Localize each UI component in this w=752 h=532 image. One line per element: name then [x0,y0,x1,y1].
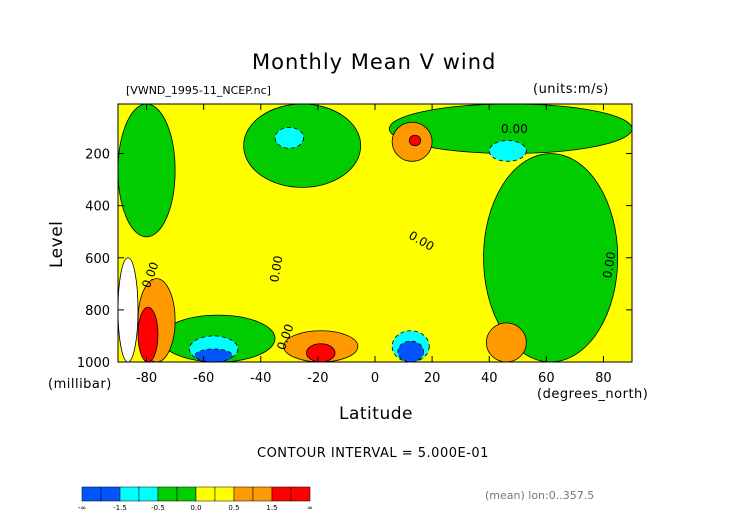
x-tick-label: 60 [538,371,555,386]
contour-region-green [243,104,362,188]
chart-title: Monthly Mean V wind [252,50,497,74]
contour-region-red [137,306,159,362]
x-tick-label: -40 [250,371,271,386]
x-axis-units: (degrees_north) [537,387,649,402]
contour-region-green [118,104,176,238]
contour-region-blue [194,348,233,362]
x-tick-label: -60 [193,371,214,386]
y-tick-label: 1000 [77,356,110,371]
y-axis-units: (millibar) [48,377,112,392]
units-label: (units:m/s) [533,82,609,97]
contour-region-cyan [274,127,305,149]
contour-region-cyan [488,140,527,162]
contour-label-zero: 0.00 [501,122,528,136]
x-tick-label: 40 [481,371,498,386]
y-tick-label: 400 [85,200,110,215]
x-tick-label: 20 [424,371,441,386]
x-axis-title: Latitude [339,404,413,424]
y-tick-label: 600 [85,252,110,267]
contour-region-red [408,134,422,147]
x-tick-label: 0 [371,371,379,386]
contour-region-red [306,343,336,362]
footer-note: (mean) lon:0..357.5 [485,489,595,502]
contour-interval: CONTOUR INTERVAL = 5.000E-01 [257,446,489,461]
y-axis-title: Level [47,220,67,268]
contour-region-blue [397,340,424,362]
x-tick-label: -80 [136,371,157,386]
contour-region-orange [485,322,527,362]
x-tick-label: 80 [595,371,612,386]
y-tick-label: 800 [85,304,110,319]
x-tick-label: -20 [307,371,328,386]
file-label: [VWND_1995-11_NCEP.nc] [126,84,271,97]
y-tick-label: 200 [85,148,110,163]
